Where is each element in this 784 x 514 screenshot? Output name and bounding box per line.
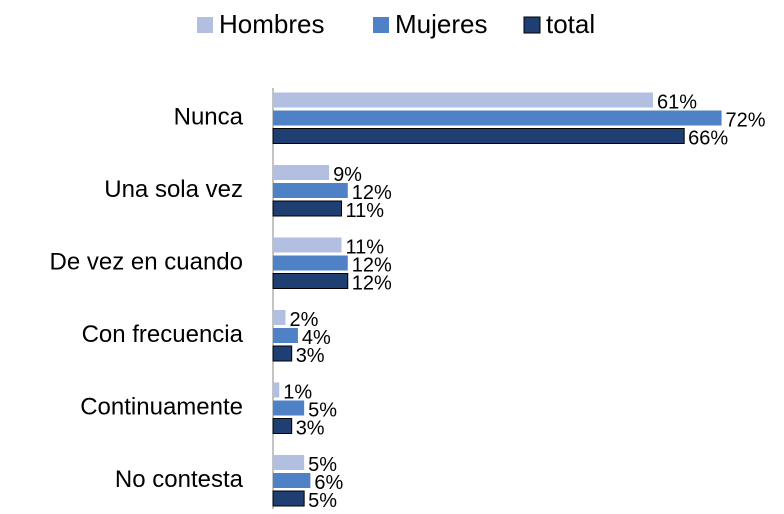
legend-swatch <box>523 16 541 34</box>
legend-label: Hombres <box>219 9 324 39</box>
data-label: 5% <box>308 454 337 476</box>
data-label: 3% <box>296 417 325 439</box>
category-label: Continuamente <box>80 393 243 420</box>
bar <box>272 490 305 507</box>
bar <box>273 382 280 398</box>
data-label: 12% <box>352 182 392 204</box>
bar <box>273 400 305 416</box>
data-label: 3% <box>296 345 325 367</box>
bar <box>272 273 349 289</box>
data-label: 66% <box>688 127 728 149</box>
data-label: 12% <box>352 254 392 276</box>
category-label: Nunca <box>174 103 244 130</box>
data-label: 61% <box>657 91 697 113</box>
bar <box>273 455 305 470</box>
data-label: 1% <box>283 381 312 403</box>
bar <box>273 110 722 126</box>
bar <box>273 255 348 271</box>
bar <box>272 345 293 362</box>
legend-swatch <box>373 17 389 33</box>
bar <box>272 128 685 144</box>
data-label: 5% <box>308 490 337 509</box>
bar <box>273 310 286 325</box>
category-label: Con frecuencia <box>82 321 244 348</box>
legend-label: total <box>546 9 595 39</box>
bar <box>273 328 298 343</box>
category-label: De vez en cuando <box>50 248 243 275</box>
legend-swatch <box>197 17 213 33</box>
data-label: 11% <box>346 200 385 222</box>
data-label: 4% <box>302 327 331 349</box>
data-label: 11% <box>346 236 385 258</box>
data-label: 5% <box>308 399 337 421</box>
bar <box>272 418 293 434</box>
bar <box>273 165 330 180</box>
bar <box>272 200 343 217</box>
category-label: Una sola vez <box>104 176 243 203</box>
bar <box>273 237 342 253</box>
bar <box>273 473 311 488</box>
data-label: 9% <box>333 164 362 186</box>
bar <box>273 183 348 198</box>
data-label: 6% <box>314 472 343 494</box>
data-label: 12% <box>352 272 392 294</box>
bar <box>273 92 654 108</box>
data-label: 72% <box>726 109 766 131</box>
legend-label: Mujeres <box>395 9 487 39</box>
category-label: No contesta <box>115 466 244 493</box>
data-label: 2% <box>289 309 318 331</box>
